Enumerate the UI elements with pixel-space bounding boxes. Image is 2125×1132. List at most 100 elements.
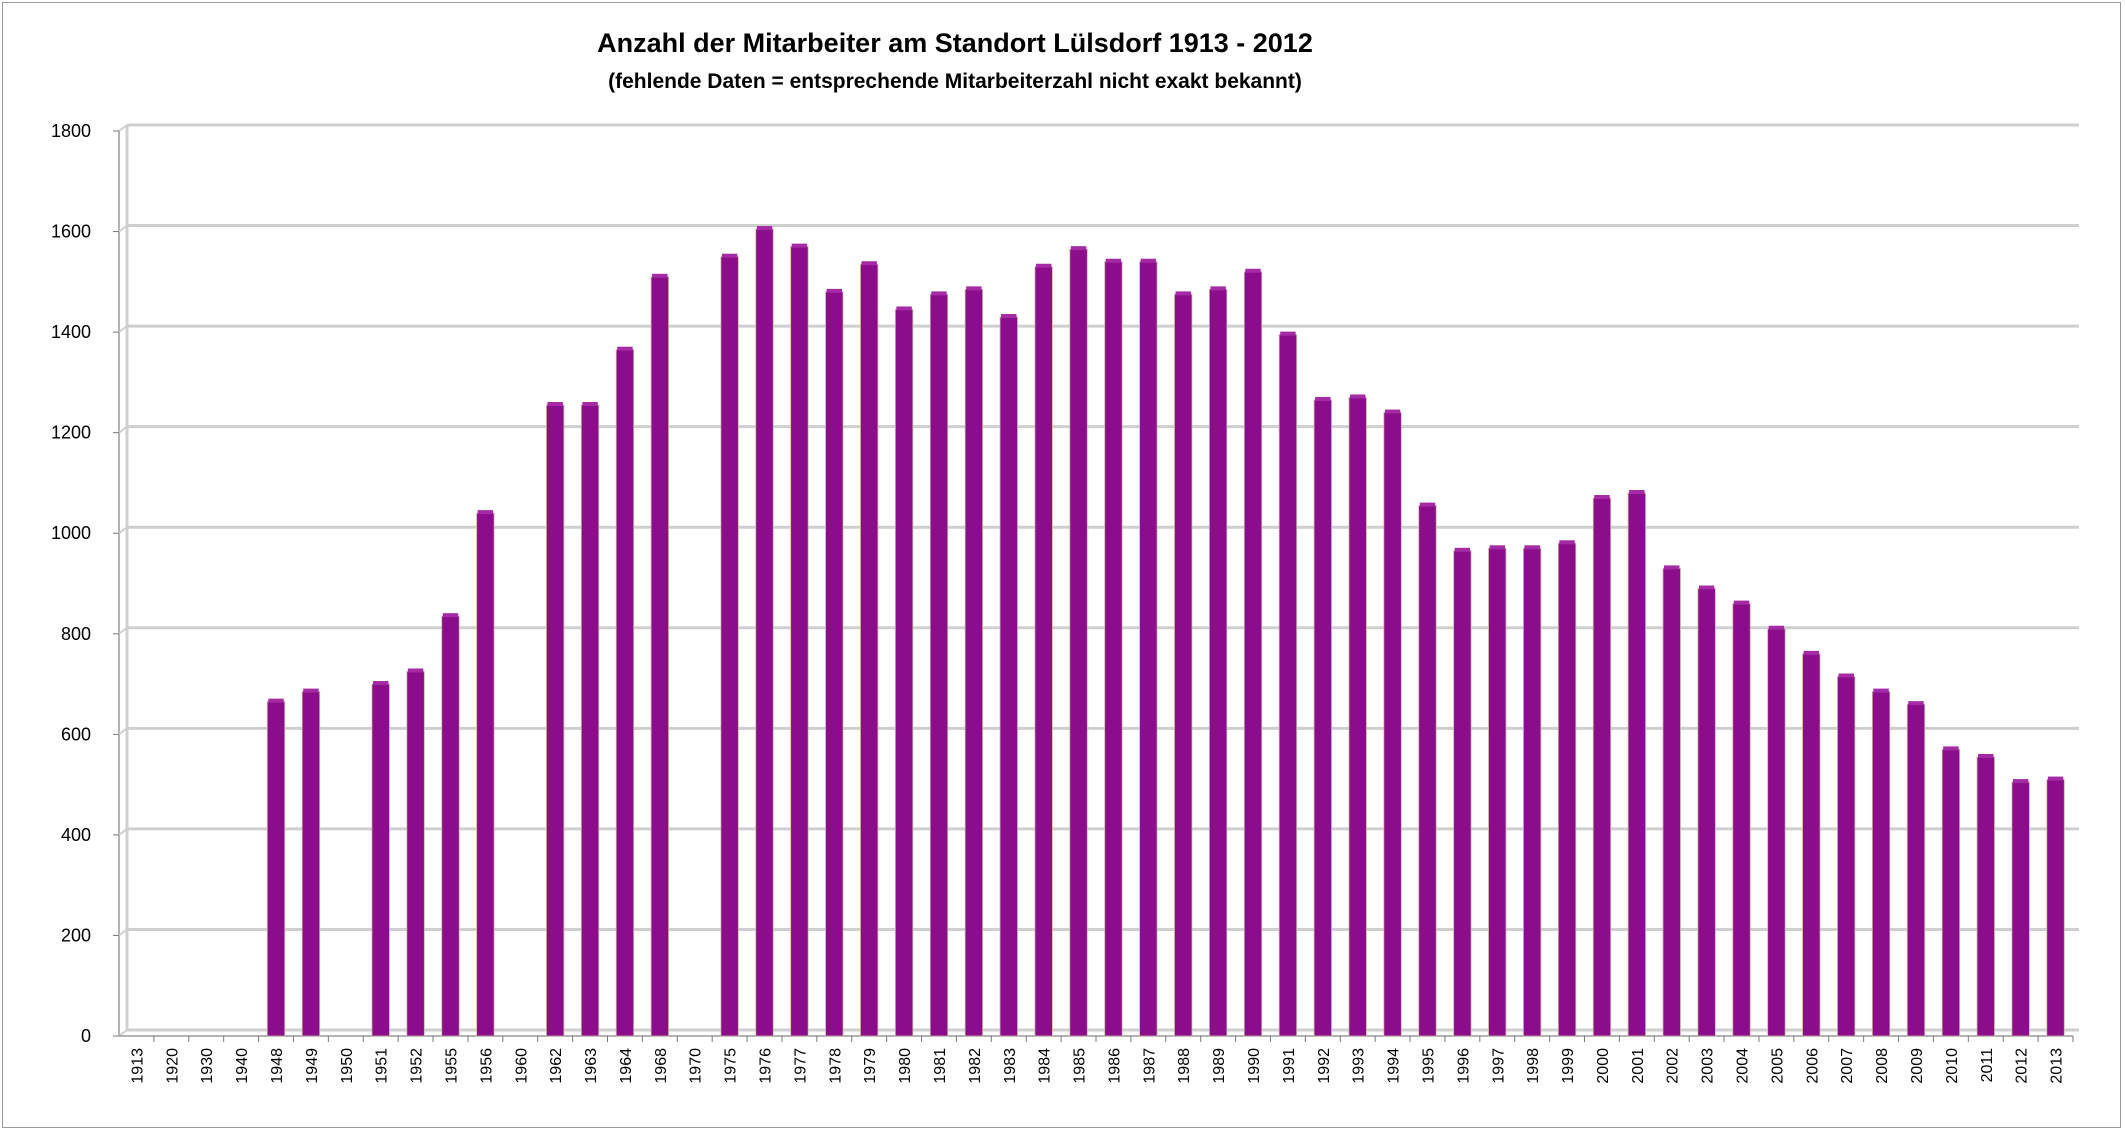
x-tick-label: 1956 [478, 1048, 495, 1084]
bar-2000 [1592, 497, 1612, 1037]
y-tick-label: 1200 [51, 423, 91, 443]
gridline-depth [118, 928, 128, 937]
x-tick-label: 1960 [513, 1048, 530, 1084]
bar-cap-2004 [1733, 600, 1750, 605]
bar-cap-2002 [1664, 565, 1680, 570]
x-tick-label: 1913 [129, 1048, 146, 1084]
bar-1992 [1313, 399, 1332, 1037]
bar-2008 [1871, 691, 1891, 1037]
y-tick-label: 1000 [51, 523, 91, 543]
bar-cap-1975 [721, 253, 738, 258]
x-tick-label: 1930 [199, 1048, 216, 1084]
bar-cap-1989 [1210, 286, 1226, 291]
gridline-depth [118, 727, 128, 736]
bar-1975 [720, 256, 739, 1037]
x-tick-label: 1981 [932, 1048, 949, 1084]
bar-cap-1998 [1524, 545, 1540, 550]
bar-cap-1962 [547, 402, 563, 407]
x-tick-label: 2005 [1769, 1048, 1786, 1084]
bar-1983 [999, 316, 1018, 1037]
bar-cap-2000 [1594, 495, 1610, 500]
x-tick-label: 1968 [653, 1048, 670, 1084]
x-tick-label: 1986 [1106, 1048, 1123, 1084]
bar-1952 [406, 671, 425, 1037]
x-tick-label: 2000 [1595, 1048, 1612, 1084]
y-tick-label: 400 [61, 825, 91, 845]
x-tick-label: 1978 [827, 1048, 844, 1084]
bar-cap-2006 [1803, 650, 1820, 655]
x-tick-label: 1989 [1211, 1048, 1228, 1084]
x-tick-label: 1988 [1176, 1048, 1193, 1084]
x-tick-label: 1999 [1560, 1048, 1577, 1084]
bar-1986 [1104, 261, 1123, 1037]
gridline-depth [118, 626, 128, 635]
x-tick-label: 1995 [1420, 1048, 1437, 1084]
y-tick-label: 1800 [51, 121, 91, 141]
bar-cap-1986 [1105, 258, 1122, 263]
y-tick-label: 1400 [51, 322, 91, 342]
x-tick-label: 2006 [1804, 1048, 1821, 1084]
bar-2004 [1732, 603, 1751, 1037]
bar-2002 [1662, 568, 1681, 1037]
x-tick-label: 1987 [1141, 1048, 1158, 1084]
x-tick-label: 1975 [723, 1048, 740, 1084]
bar-1988 [1174, 294, 1193, 1037]
bar-1998 [1523, 547, 1542, 1037]
bar-cap-1992 [1315, 396, 1331, 401]
x-tick-label: 1994 [1386, 1048, 1403, 1084]
bar-cap-1990 [1245, 268, 1261, 273]
bar-cap-2013 [2047, 776, 2064, 781]
bar-cap-2001 [1629, 490, 1645, 494]
bar-1999 [1557, 542, 1577, 1037]
chart-title: Anzahl der Mitarbeiter am Standort Lülsd… [597, 28, 1313, 58]
y-tick-label: 800 [61, 624, 91, 644]
bar-cap-1968 [652, 273, 668, 278]
bar-cap-1996 [1454, 547, 1471, 552]
bar-cap-1955 [442, 613, 459, 618]
gridline-depth [118, 124, 128, 132]
x-tick-label: 1963 [583, 1048, 600, 1084]
x-tick-label: 1949 [304, 1048, 321, 1084]
bar-2012 [2011, 781, 2030, 1037]
bar-2007 [1837, 676, 1856, 1037]
bar-cap-1952 [407, 668, 424, 673]
bar-cap-2007 [1838, 673, 1854, 678]
x-tick-label: 2013 [2049, 1048, 2066, 1084]
bar-cap-1984 [1035, 263, 1052, 268]
bar-cap-2003 [1698, 585, 1715, 590]
bar-1980 [894, 309, 914, 1037]
bar-1976 [755, 228, 774, 1037]
x-tick-label: 1970 [688, 1048, 705, 1084]
x-tick-label: 1991 [1281, 1048, 1298, 1084]
bar-2003 [1697, 588, 1716, 1037]
bar-cap-1951 [372, 681, 389, 686]
x-tick-label: 1955 [443, 1048, 460, 1084]
bar-cap-1978 [826, 288, 843, 293]
bar-cap-1979 [861, 261, 877, 266]
bar-1985 [1069, 248, 1088, 1037]
x-tick-label: 1982 [967, 1048, 984, 1084]
bar-1979 [860, 263, 879, 1037]
x-tick-label: 1997 [1490, 1048, 1507, 1084]
bar-cap-1982 [966, 286, 982, 291]
bar-2011 [1976, 756, 1995, 1037]
bar-cap-1997 [1489, 545, 1505, 550]
bar-1993 [1348, 397, 1367, 1037]
x-tick-label: 2002 [1665, 1048, 1682, 1084]
bar-cap-1976 [756, 226, 773, 231]
x-tick-label: 1976 [758, 1048, 775, 1084]
bar-cap-1991 [1280, 331, 1296, 336]
x-tick-label: 1998 [1525, 1048, 1542, 1084]
bar-cap-2005 [1768, 625, 1785, 630]
x-tick-label: 1983 [1002, 1048, 1019, 1084]
bar-1989 [1209, 288, 1228, 1037]
x-tick-label: 1990 [1246, 1048, 1263, 1084]
bar-1951 [371, 683, 390, 1037]
bar-1996 [1453, 550, 1472, 1037]
x-tick-label: 1940 [234, 1048, 251, 1084]
x-tick-label: 1950 [339, 1048, 356, 1084]
gridline-depth [118, 828, 128, 836]
x-tick-label: 1993 [1351, 1048, 1368, 1084]
